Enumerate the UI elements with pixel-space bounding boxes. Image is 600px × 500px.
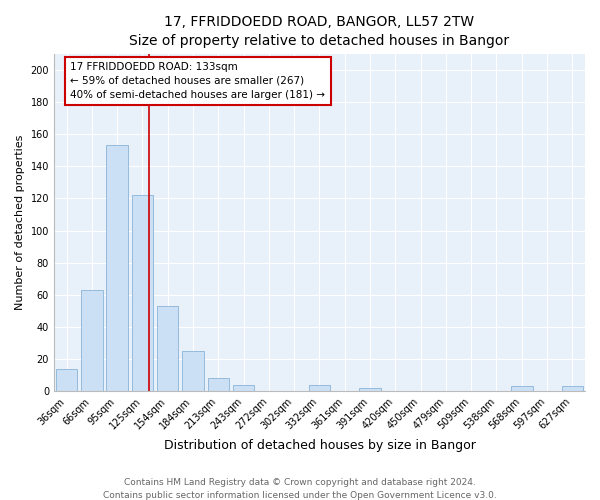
Bar: [131, 195, 153, 392]
Bar: [562, 386, 583, 392]
Bar: [56, 369, 77, 392]
Title: 17, FFRIDDOEDD ROAD, BANGOR, LL57 2TW
Size of property relative to detached hous: 17, FFRIDDOEDD ROAD, BANGOR, LL57 2TW Si…: [130, 15, 509, 48]
Bar: [106, 146, 128, 392]
Bar: [233, 385, 254, 392]
X-axis label: Distribution of detached houses by size in Bangor: Distribution of detached houses by size …: [164, 440, 475, 452]
Bar: [157, 306, 178, 392]
Text: Contains HM Land Registry data © Crown copyright and database right 2024.
Contai: Contains HM Land Registry data © Crown c…: [103, 478, 497, 500]
Bar: [208, 378, 229, 392]
Bar: [359, 388, 381, 392]
Bar: [511, 386, 533, 392]
Bar: [309, 385, 330, 392]
Bar: [182, 351, 204, 392]
Text: 17 FFRIDDOEDD ROAD: 133sqm
← 59% of detached houses are smaller (267)
40% of sem: 17 FFRIDDOEDD ROAD: 133sqm ← 59% of deta…: [70, 62, 325, 100]
Y-axis label: Number of detached properties: Number of detached properties: [15, 135, 25, 310]
Bar: [81, 290, 103, 392]
